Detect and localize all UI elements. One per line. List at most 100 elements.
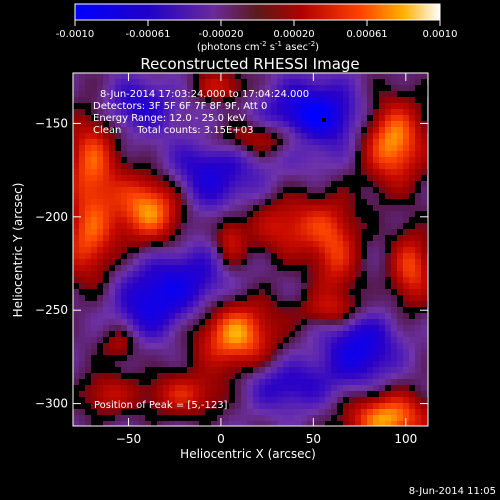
heatmap-cell [367, 421, 373, 426]
heatmap-cell [235, 139, 241, 145]
heatmap-cell [91, 235, 97, 241]
heatmap-cell [385, 229, 391, 235]
heatmap-cell [79, 205, 85, 211]
heatmap-cell [121, 295, 127, 301]
heatmap-cell [139, 409, 145, 415]
heatmap-cell [319, 205, 325, 211]
heatmap-cell [97, 295, 103, 301]
heatmap-cell [277, 367, 283, 373]
heatmap-cell [145, 109, 151, 115]
heatmap-cell [187, 313, 193, 319]
heatmap-cell [409, 103, 415, 109]
heatmap-cell [379, 103, 385, 109]
heatmap-cell [223, 331, 229, 337]
heatmap-cell [397, 187, 403, 193]
heatmap-cell [139, 289, 145, 295]
heatmap-cell [187, 253, 193, 259]
heatmap-cell [193, 169, 199, 175]
heatmap-cell [229, 181, 235, 187]
heatmap-cell [325, 283, 331, 289]
heatmap-cell [397, 133, 403, 139]
heatmap-cell [295, 139, 301, 145]
heatmap-cell [409, 337, 415, 343]
heatmap-cell [295, 331, 301, 337]
heatmap-cell [91, 145, 97, 151]
heatmap-cell [397, 157, 403, 163]
heatmap-cell [253, 391, 259, 397]
heatmap-cell [151, 193, 157, 199]
heatmap-cell [85, 229, 91, 235]
heatmap-cell [217, 241, 223, 247]
heatmap-cell [349, 325, 355, 331]
heatmap-cell [211, 217, 217, 223]
heatmap-cell [73, 385, 79, 391]
heatmap-cell [145, 415, 151, 421]
heatmap-cell [343, 265, 349, 271]
heatmap-cell [247, 139, 253, 145]
heatmap-cell [337, 349, 343, 355]
heatmap-cell [163, 313, 169, 319]
heatmap-cell [307, 409, 313, 415]
heatmap-cell [217, 79, 223, 85]
heatmap-cell [379, 157, 385, 163]
heatmap-cell [295, 103, 301, 109]
heatmap-cell [397, 229, 403, 235]
heatmap-cell [313, 271, 319, 277]
heatmap-cell [133, 91, 139, 97]
heatmap-cell [133, 79, 139, 85]
heatmap-cell [211, 271, 217, 277]
heatmap-cell [391, 205, 397, 211]
heatmap-cell [415, 91, 421, 97]
heatmap-cell [115, 79, 121, 85]
heatmap-cell [217, 133, 223, 139]
heatmap-cell [97, 259, 103, 265]
heatmap-cell [199, 157, 205, 163]
heatmap-cell [421, 337, 427, 343]
heatmap-cell [277, 403, 283, 409]
heatmap-cell [127, 121, 133, 127]
heatmap-cell [409, 187, 415, 193]
heatmap-cell [385, 181, 391, 187]
heatmap-cell [391, 103, 397, 109]
heatmap-cell [253, 373, 259, 379]
heatmap-cell [163, 169, 169, 175]
heatmap-cell [409, 133, 415, 139]
heatmap-cell [373, 205, 379, 211]
heatmap-cell [175, 223, 181, 229]
heatmap-cell [157, 205, 163, 211]
heatmap-cell [109, 235, 115, 241]
heatmap-cell [235, 319, 241, 325]
heatmap-cell [151, 205, 157, 211]
heatmap-cell [229, 97, 235, 103]
heatmap-cell [205, 277, 211, 283]
heatmap-cell [73, 151, 79, 157]
heatmap-cell [79, 259, 85, 265]
heatmap-cell [319, 109, 325, 115]
heatmap-cell [247, 163, 253, 169]
heatmap-cell [109, 313, 115, 319]
heatmap-cell [169, 193, 175, 199]
heatmap-cell [349, 115, 355, 121]
heatmap-cell [97, 193, 103, 199]
heatmap-cell [115, 241, 121, 247]
heatmap-cell [103, 259, 109, 265]
heatmap-cell [289, 91, 295, 97]
heatmap-cell [73, 205, 79, 211]
heatmap-cell [283, 181, 289, 187]
heatmap-cell [253, 367, 259, 373]
heatmap-cell [355, 367, 361, 373]
heatmap-cell [229, 169, 235, 175]
heatmap-cell [139, 85, 145, 91]
heatmap-cell [247, 295, 253, 301]
heatmap-cell [361, 265, 367, 271]
heatmap-cell [373, 253, 379, 259]
heatmap-cell [97, 229, 103, 235]
heatmap-cell [295, 361, 301, 367]
heatmap-cell [229, 343, 235, 349]
heatmap-cell [163, 349, 169, 355]
heatmap-cell [79, 337, 85, 343]
heatmap-cell [169, 301, 175, 307]
heatmap-cell [361, 127, 367, 133]
heatmap-cell [175, 163, 181, 169]
heatmap-cell [403, 301, 409, 307]
